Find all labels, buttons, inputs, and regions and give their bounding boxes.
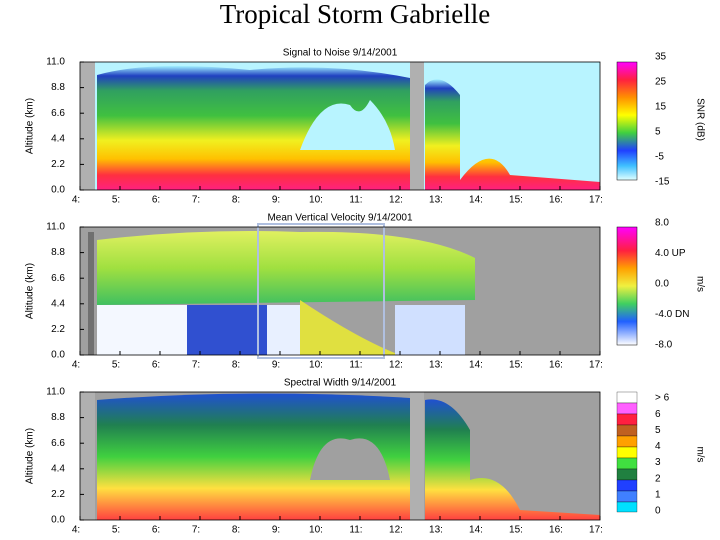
x-tick-label: 6:: [152, 195, 160, 206]
x-tick-label: 4:: [72, 360, 80, 371]
x-tick-label: 17:: [589, 360, 603, 371]
slide-title: Tropical Storm Gabrielle: [220, 0, 490, 29]
x-tick-label: 7:: [192, 360, 200, 371]
x-tick-label: 10:: [309, 525, 323, 536]
y-tick-label: 8.8: [51, 247, 65, 258]
panel-title: Signal to Noise 9/14/2001: [283, 48, 398, 59]
x-tick-label: 13:: [429, 525, 443, 536]
y-axis-label: Altitude (km): [25, 428, 36, 484]
x-tick-label: 9:: [272, 360, 280, 371]
x-tick-label: 6:: [152, 525, 160, 536]
colorbar-label: m/s: [694, 446, 705, 462]
colorbar-tick-label: -5: [655, 152, 664, 163]
y-tick-label: 4.4: [51, 133, 65, 144]
y-tick-label: 11.0: [46, 222, 65, 233]
x-tick-label: 17:: [589, 195, 603, 206]
width-image: [80, 392, 600, 520]
x-tick-label: 8:: [232, 525, 240, 536]
y-tick-label: 2.2: [51, 489, 65, 500]
y-tick-label: 4.4: [51, 298, 65, 309]
colorbar-tick-label: 3: [655, 457, 661, 468]
y-tick-label: 2.2: [51, 159, 65, 170]
colorbar-tick-label: 0.0: [655, 279, 669, 290]
x-tick-label: 14:: [469, 195, 483, 206]
x-tick-label: 11:: [349, 360, 362, 371]
colorbar-tick-label: -15: [655, 177, 670, 188]
x-tick-label: 5:: [112, 360, 120, 371]
y-tick-label: 8.8: [51, 412, 65, 423]
colorbar: [616, 61, 638, 181]
colorbar-label: SNR (dB): [694, 98, 705, 141]
colorbar: [616, 226, 638, 346]
colorbar-tick-label: 5: [655, 425, 661, 436]
x-tick-label: 12:: [389, 525, 403, 536]
x-tick-label: 10:: [309, 195, 323, 206]
colorbar-tick-label: 4.0 UP: [655, 248, 686, 259]
colorbar-label: m/s: [694, 276, 705, 292]
colorbar-tick-label: 6: [655, 409, 661, 420]
x-tick-label: 8:: [232, 360, 240, 371]
colorbar-tick-label: 2: [655, 473, 661, 484]
y-tick-label: 2.2: [51, 324, 65, 335]
y-tick-label: 6.6: [51, 108, 65, 119]
panel-title: Spectral Width 9/14/2001: [284, 378, 397, 389]
x-tick-label: 14:: [469, 525, 483, 536]
colorbar-tick-label: 4: [655, 441, 661, 452]
x-tick-label: 4:: [72, 525, 80, 536]
y-tick-label: 11.0: [46, 57, 65, 68]
x-tick-label: 15:: [509, 360, 523, 371]
x-tick-label: 11:: [349, 195, 362, 206]
colorbar-tick-label: -8.0: [655, 340, 673, 351]
x-tick-label: 15:: [509, 195, 523, 206]
plot-frame: [79, 226, 601, 356]
colorbar: [616, 391, 638, 513]
y-tick-label: 6.6: [51, 273, 65, 284]
x-tick-label: 11:: [349, 525, 362, 536]
x-tick-label: 10:: [309, 360, 323, 371]
snr-image: [80, 62, 600, 190]
x-tick-label: 4:: [72, 195, 80, 206]
y-tick-label: 8.8: [51, 82, 65, 93]
colorbar-tick-label: 8.0: [655, 218, 669, 229]
colorbar-tick-label: 25: [655, 77, 667, 88]
plot-frame: [79, 61, 601, 191]
x-tick-label: 12:: [389, 195, 403, 206]
colorbar-tick-label: 5: [655, 127, 661, 138]
y-axis-label: Altitude (km): [25, 263, 36, 319]
velocity-image: [80, 223, 600, 359]
x-tick-label: 13:: [429, 195, 443, 206]
x-tick-label: 17:: [589, 525, 603, 536]
panel-title: Mean Vertical Velocity 9/14/2001: [267, 213, 413, 224]
x-tick-label: 16:: [549, 195, 563, 206]
x-tick-label: 14:: [469, 360, 483, 371]
x-tick-label: 15:: [509, 525, 523, 536]
y-tick-label: 0.0: [51, 350, 65, 361]
colorbar-tick-label: 1: [655, 489, 661, 500]
x-tick-label: 16:: [549, 360, 563, 371]
y-tick-label: 4.4: [51, 463, 65, 474]
x-tick-label: 16:: [549, 525, 563, 536]
y-tick-label: 0.0: [51, 185, 65, 196]
x-tick-label: 13:: [429, 360, 443, 371]
x-tick-label: 5:: [112, 195, 120, 206]
x-tick-label: 9:: [272, 195, 280, 206]
x-tick-label: 8:: [232, 195, 240, 206]
plot-frame: [79, 391, 601, 521]
y-tick-label: 11.0: [46, 387, 65, 398]
y-axis-label: Altitude (km): [25, 98, 36, 154]
y-tick-label: 6.6: [51, 438, 65, 449]
x-tick-label: 12:: [389, 360, 403, 371]
colorbar-tick-label: > 6: [655, 393, 670, 404]
y-tick-label: 0.0: [51, 515, 65, 526]
x-tick-label: 6:: [152, 360, 160, 371]
x-tick-label: 5:: [112, 525, 120, 536]
colorbar-tick-label: 0: [655, 506, 661, 517]
colorbar-tick-label: 15: [655, 102, 667, 113]
x-tick-label: 7:: [192, 195, 200, 206]
colorbar-tick-label: 35: [655, 52, 667, 63]
x-tick-label: 7:: [192, 525, 200, 536]
colorbar-tick-label: -4.0 DN: [655, 309, 689, 320]
x-tick-label: 9:: [272, 525, 280, 536]
